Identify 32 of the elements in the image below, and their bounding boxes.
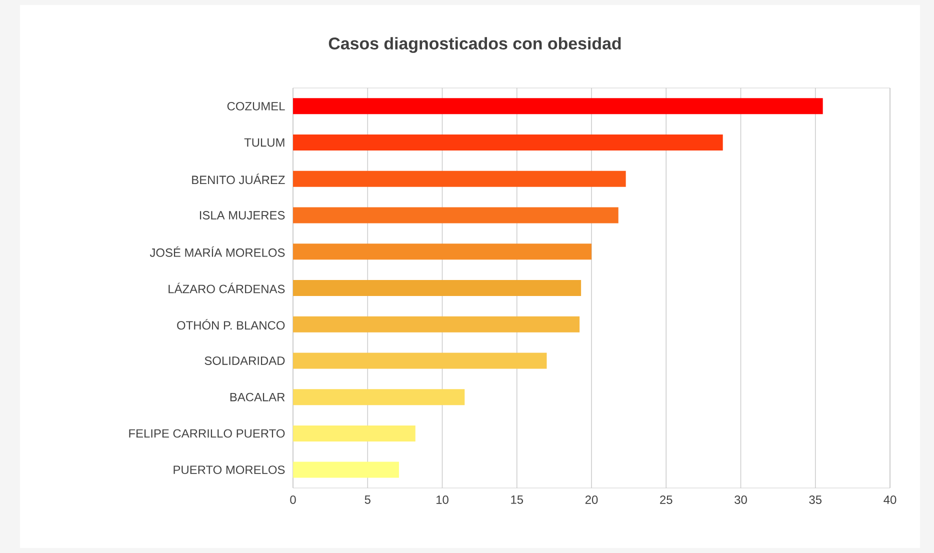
x-tick-label: 0 — [290, 496, 296, 504]
x-tick-label: 25 — [660, 496, 672, 504]
x-tick-label: 5 — [364, 496, 370, 504]
y-tick-label: BENITO JUÁREZ — [192, 174, 285, 184]
x-tick-label: 20 — [585, 496, 598, 504]
bar — [293, 425, 416, 442]
x-tick-label: 10 — [436, 496, 448, 504]
y-tick-label: LÁZARO CÁRDENAS — [168, 282, 285, 294]
y-tick-label: JOSÉ MARÍA MORELOS — [150, 246, 285, 257]
bar — [293, 170, 626, 187]
y-tick-label: FELIPE CARRILLO PUERTO — [129, 429, 285, 438]
y-tick-label: COZUMEL — [227, 102, 285, 110]
x-tick-label: 35 — [809, 496, 822, 504]
y-tick-label: BACALAR — [230, 392, 285, 402]
bar — [293, 244, 592, 260]
x-tick-label: 15 — [511, 496, 524, 504]
bar — [293, 316, 580, 332]
bar — [293, 280, 582, 296]
y-tick-label: OTHÓN P. BLANCO — [177, 319, 285, 330]
y-tick-label: ISLA MUJERES — [200, 211, 285, 220]
y-tick-label: SOLIDARIDAD — [204, 356, 285, 365]
bar — [293, 462, 399, 478]
bar — [293, 207, 618, 224]
bar — [293, 134, 723, 151]
x-tick-label: 40 — [884, 496, 896, 504]
bar — [293, 389, 465, 406]
bar — [293, 352, 547, 369]
chart-title: Casos diagnosticados con obesidad — [328, 37, 621, 53]
y-tick-label: PUERTO MORELOS — [174, 466, 285, 474]
bar — [293, 98, 823, 114]
x-tick-label: 30 — [734, 496, 747, 504]
y-tick-label: TULUM — [244, 138, 284, 147]
